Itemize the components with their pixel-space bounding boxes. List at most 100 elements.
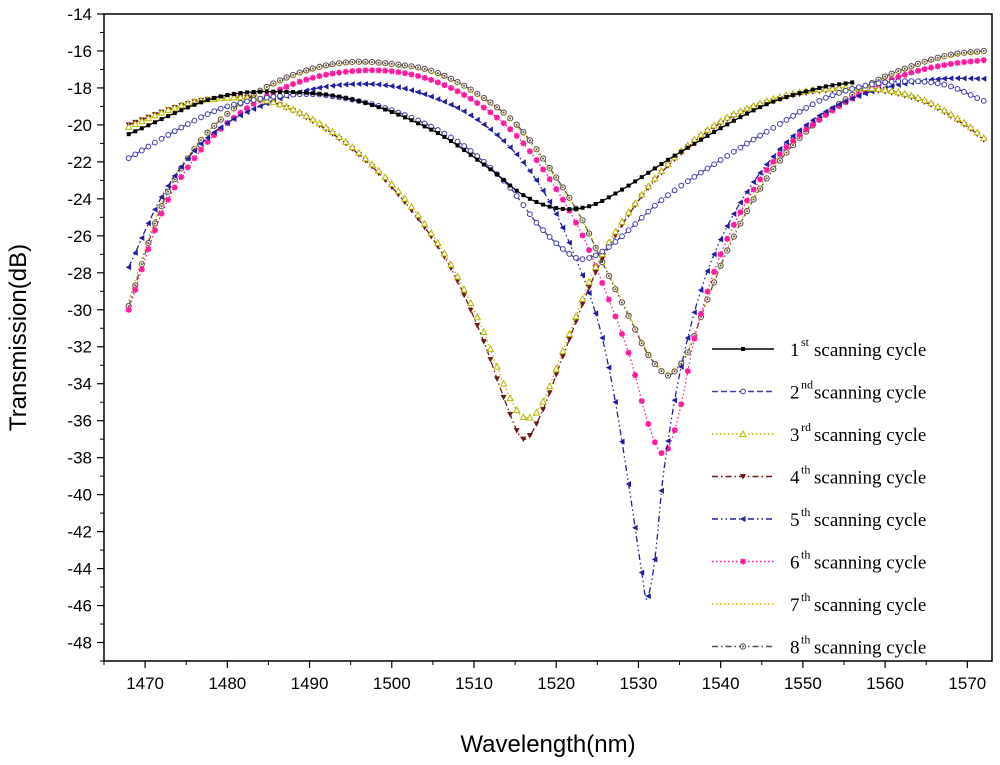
data-point [171, 184, 178, 191]
data-point [546, 390, 553, 396]
data-point [362, 67, 369, 74]
data-point [776, 151, 783, 158]
data-point [428, 76, 435, 83]
data-point-center [344, 61, 347, 64]
data-point [665, 192, 671, 198]
data-point [947, 83, 954, 90]
data-point [553, 186, 560, 193]
data-point [237, 109, 244, 116]
data-point [554, 206, 559, 211]
data-point [632, 221, 639, 227]
data-point [678, 363, 684, 370]
data-point [145, 143, 152, 150]
data-point [600, 198, 605, 203]
data-point [804, 89, 809, 94]
data-point [697, 130, 705, 138]
data-point [553, 240, 560, 247]
data-point [151, 227, 158, 234]
data-point [796, 131, 803, 138]
data-point [612, 238, 619, 245]
data-point [954, 75, 960, 82]
data-point [125, 155, 132, 162]
data-point [711, 268, 718, 275]
data-point [291, 90, 296, 95]
data-point [783, 144, 790, 151]
legend-label: scanning cycle [814, 425, 926, 446]
legend-ordinal-suffix: rd [801, 420, 811, 434]
data-point [507, 411, 514, 418]
data-point-center [555, 176, 558, 179]
data-point [521, 193, 526, 198]
data-point [475, 157, 480, 162]
data-point [421, 91, 428, 98]
data-point [717, 251, 724, 258]
data-point [586, 290, 592, 297]
data-point [539, 397, 547, 405]
data-point [849, 95, 855, 102]
data-point-center [357, 60, 360, 63]
data-point [303, 76, 310, 83]
data-point [573, 254, 579, 261]
data-point [816, 112, 822, 119]
data-point [264, 89, 269, 94]
data-point [776, 121, 783, 127]
data-point [533, 157, 540, 164]
data-point [961, 59, 968, 66]
data-point [751, 108, 756, 113]
data-point [796, 108, 803, 115]
data-point [388, 68, 395, 75]
data-point [356, 99, 361, 104]
data-point-center [167, 190, 170, 193]
data-point [139, 126, 144, 131]
data-point [679, 149, 684, 154]
data-point [908, 69, 915, 76]
data-point [837, 82, 842, 87]
y-tick-label: -40 [67, 486, 92, 505]
data-point [237, 99, 244, 106]
data-point [559, 354, 566, 360]
data-point [579, 232, 586, 239]
data-point [435, 131, 440, 136]
data-point-center [305, 69, 308, 72]
data-point [532, 408, 541, 416]
data-point [434, 96, 441, 103]
data-point [578, 294, 587, 302]
data-point [954, 86, 961, 92]
data-point [415, 73, 422, 80]
data-point [927, 99, 935, 107]
data-point [370, 102, 375, 107]
data-point-center [364, 60, 367, 63]
data-point-center [496, 106, 499, 109]
data-point [211, 132, 218, 139]
data-point-center [509, 117, 512, 120]
data-point-center [430, 69, 433, 72]
data-point [770, 158, 777, 165]
data-point [684, 368, 691, 375]
data-point [323, 71, 329, 78]
data-point [638, 214, 645, 221]
legend-ordinal: 6 [790, 553, 800, 574]
data-point [829, 92, 836, 99]
x-tick-label: 1550 [784, 674, 822, 693]
data-point [138, 266, 145, 273]
data-point-center [265, 85, 268, 88]
data-point-center [449, 77, 452, 80]
x-tick-label: 1490 [291, 674, 329, 693]
data-point [375, 67, 382, 74]
data-point [467, 147, 474, 154]
data-point [145, 246, 152, 253]
data-point [934, 80, 941, 87]
data-point [191, 155, 198, 162]
data-point [744, 111, 749, 116]
data-point [540, 227, 546, 234]
data-point [639, 175, 644, 180]
data-point [534, 199, 539, 204]
data-point [480, 328, 488, 336]
data-point-center [594, 246, 597, 249]
data-point [455, 143, 460, 148]
data-point [725, 122, 730, 127]
data-point [625, 227, 632, 234]
data-point [126, 132, 131, 137]
x-tick-label: 1520 [537, 674, 575, 693]
